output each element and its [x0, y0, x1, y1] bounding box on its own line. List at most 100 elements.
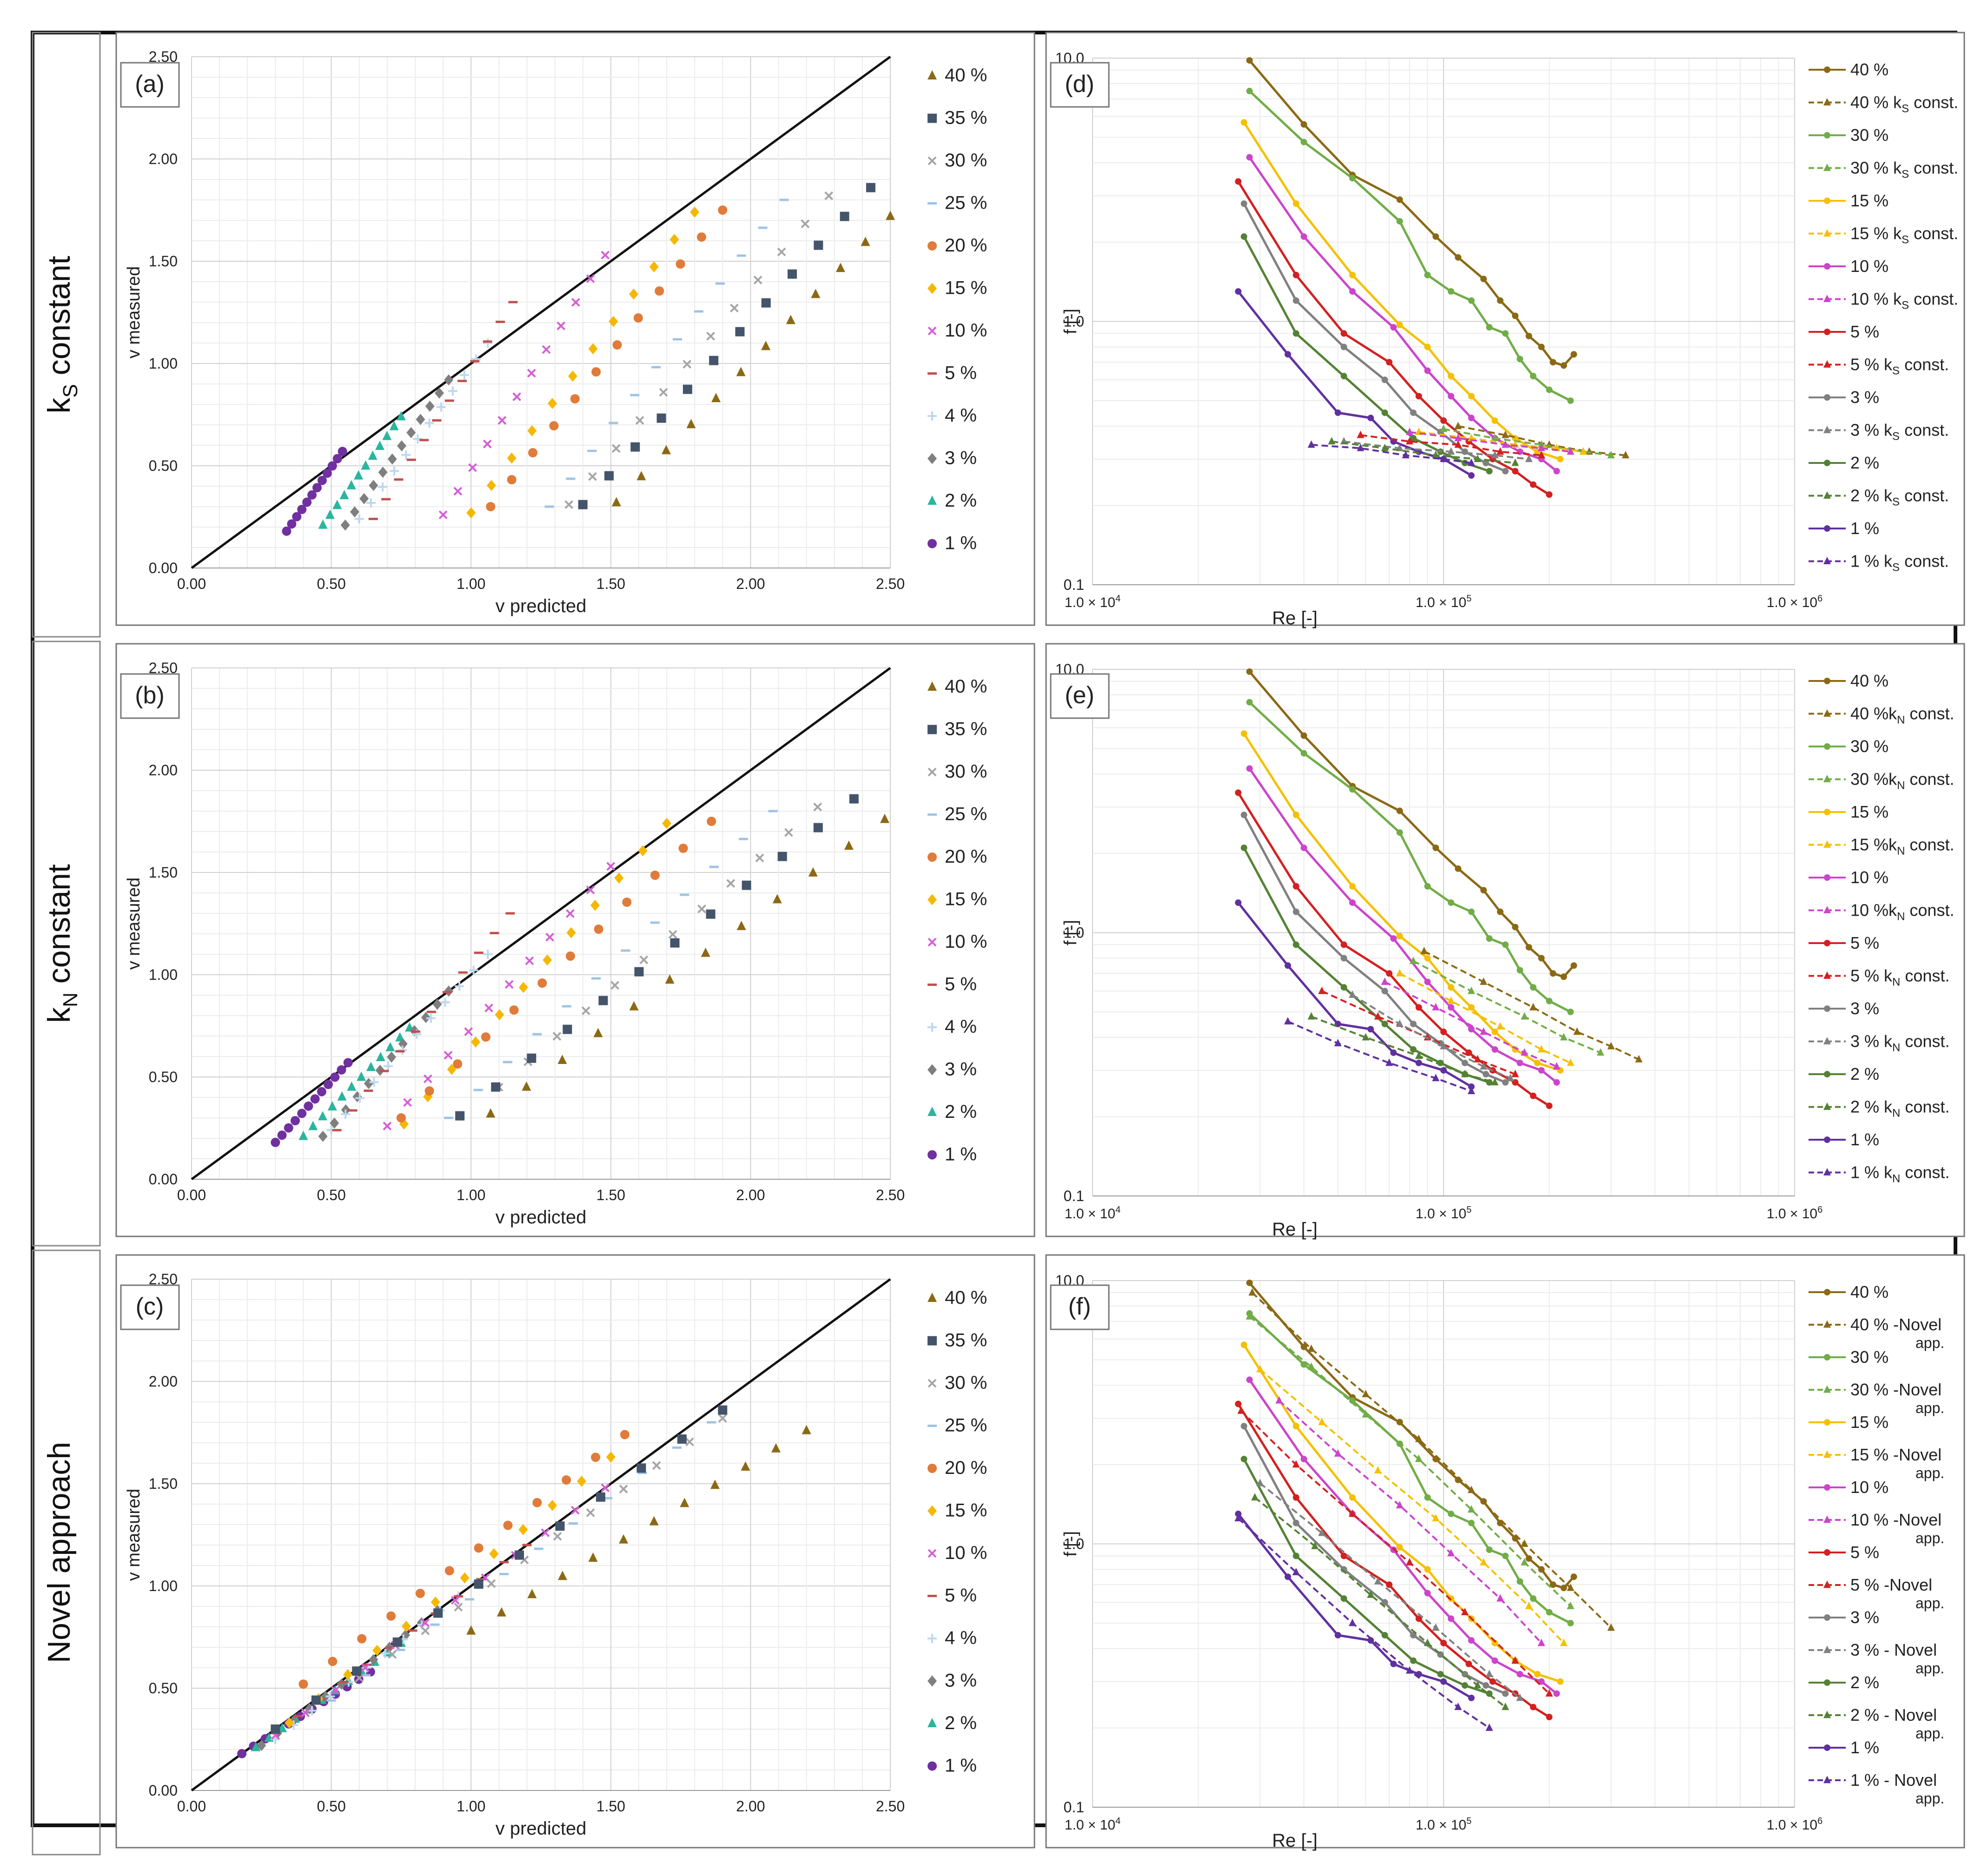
legend-item: 15 % — [1809, 802, 1889, 821]
diamond-marker — [662, 818, 672, 829]
triangle-marker — [1467, 1486, 1475, 1493]
series-35-percent — [271, 1405, 728, 1734]
circle-marker — [1502, 468, 1509, 475]
circle-marker — [1824, 743, 1830, 750]
triangle-marker — [1454, 440, 1462, 448]
legend-label: 4 % — [945, 1017, 977, 1037]
series-35-percent — [578, 183, 875, 509]
triangle-marker — [1405, 427, 1413, 435]
triangle-marker — [1823, 971, 1831, 979]
circle-marker — [1517, 1671, 1524, 1678]
circle-marker — [1349, 786, 1356, 793]
square-marker — [630, 442, 640, 452]
x-tick-label: 0.00 — [177, 1187, 206, 1203]
triangle-marker — [1307, 1344, 1315, 1352]
square-marker — [636, 1463, 646, 1473]
triangle-marker — [1374, 1466, 1382, 1473]
x-tick-label: 1.50 — [596, 575, 625, 592]
plus-marker — [369, 1077, 379, 1087]
y-tick-label: 0.1 — [1064, 1799, 1084, 1816]
legend-label: 1 % - Novel — [1850, 1770, 1937, 1790]
triangle-marker — [1402, 451, 1410, 459]
legend-label: 30 % -Novel — [1850, 1380, 1942, 1399]
legend-label: 10 % — [945, 1543, 987, 1563]
circle-marker — [1246, 57, 1253, 64]
triangle-marker — [1823, 840, 1831, 848]
circle-marker — [1240, 1455, 1247, 1462]
dash-marker — [707, 1421, 716, 1424]
dash-marker — [430, 1623, 440, 1626]
triangle-marker — [1385, 1058, 1393, 1066]
diamond-marker — [378, 467, 388, 478]
triangle-marker — [1823, 1450, 1831, 1458]
triangle-marker — [385, 1042, 395, 1051]
legend-item: 15 % — [1809, 1413, 1889, 1432]
circle-marker — [1486, 1546, 1493, 1553]
x-marker — [453, 487, 463, 496]
diamond-marker — [577, 1475, 586, 1487]
series-30-percent-model — [1246, 1312, 1575, 1609]
triangle-marker — [1396, 969, 1404, 977]
legend-label: 35 % — [945, 1330, 987, 1351]
triangle-marker — [1560, 1033, 1568, 1041]
legend-label: 4 % — [945, 405, 977, 426]
x-tick-label: 2.50 — [876, 575, 905, 592]
triangle-marker — [1467, 458, 1475, 466]
legend-label: 3 % kN const. — [1850, 1032, 1949, 1054]
x-marker — [444, 1050, 453, 1060]
panel-tag: (d) — [1065, 71, 1094, 98]
circle-marker — [1468, 1637, 1475, 1644]
triangle-marker — [928, 1718, 937, 1727]
panel-frame — [1045, 32, 1965, 626]
circle-marker — [282, 526, 292, 536]
circle-marker — [1334, 409, 1341, 416]
dashed-series-line — [1278, 1400, 1542, 1644]
triangle-marker — [928, 70, 937, 79]
circle-marker — [1300, 732, 1307, 739]
circle-marker — [1461, 1682, 1468, 1689]
dash-marker — [928, 372, 937, 375]
circle-marker — [1824, 1005, 1830, 1012]
x-marker — [718, 1413, 727, 1423]
dash-marker — [928, 1595, 937, 1597]
dash-marker — [928, 984, 937, 986]
series-10-percent — [438, 251, 610, 520]
circle-marker — [1557, 1678, 1564, 1685]
diamond-marker — [928, 1505, 937, 1517]
triangle-marker — [1415, 1434, 1423, 1442]
x-marker — [483, 439, 492, 449]
circle-marker — [1824, 66, 1830, 73]
legend-label: 1 % kS const. — [1850, 552, 1949, 574]
triangle-marker — [1432, 1074, 1440, 1082]
circle-marker — [678, 844, 688, 853]
y-tick-label: 0.1 — [1064, 576, 1084, 593]
series-5-percent-model — [1237, 1406, 1553, 1697]
row-label-text: kN constant — [41, 864, 82, 1023]
legend-item: 1 % kS const. — [1809, 552, 1949, 574]
circle-marker — [307, 490, 317, 500]
circle-marker — [1447, 373, 1454, 380]
circle-marker — [1517, 1059, 1524, 1066]
triangle-marker — [611, 497, 621, 507]
circle-marker — [1292, 271, 1299, 278]
x-marker — [928, 1379, 937, 1388]
dashed-series-line — [1237, 1518, 1490, 1729]
square-marker — [683, 384, 692, 394]
legend-item-25-percent: 25 % — [928, 193, 987, 213]
series-40-percent-measured — [1246, 668, 1577, 980]
triangle-marker — [1823, 905, 1831, 913]
circle-marker — [1410, 435, 1417, 442]
legend-label: 2 % — [945, 1713, 977, 1733]
dash-marker — [603, 1497, 613, 1499]
legend-item: 10 % kS const. — [1809, 290, 1958, 312]
x-marker — [497, 416, 507, 425]
x-marker — [824, 191, 834, 200]
legend-label: 15 % — [945, 1500, 987, 1521]
legend-item-20-percent: 20 % — [928, 235, 987, 256]
triangle-marker — [395, 1032, 405, 1042]
series-2-percent — [318, 411, 406, 529]
scatter-panel-c: 0.00 0.50 1.00 1.50 2.00 2.50 0.00 0.50 1.00 1.50… — [115, 1254, 1035, 1849]
x-marker — [639, 955, 649, 964]
